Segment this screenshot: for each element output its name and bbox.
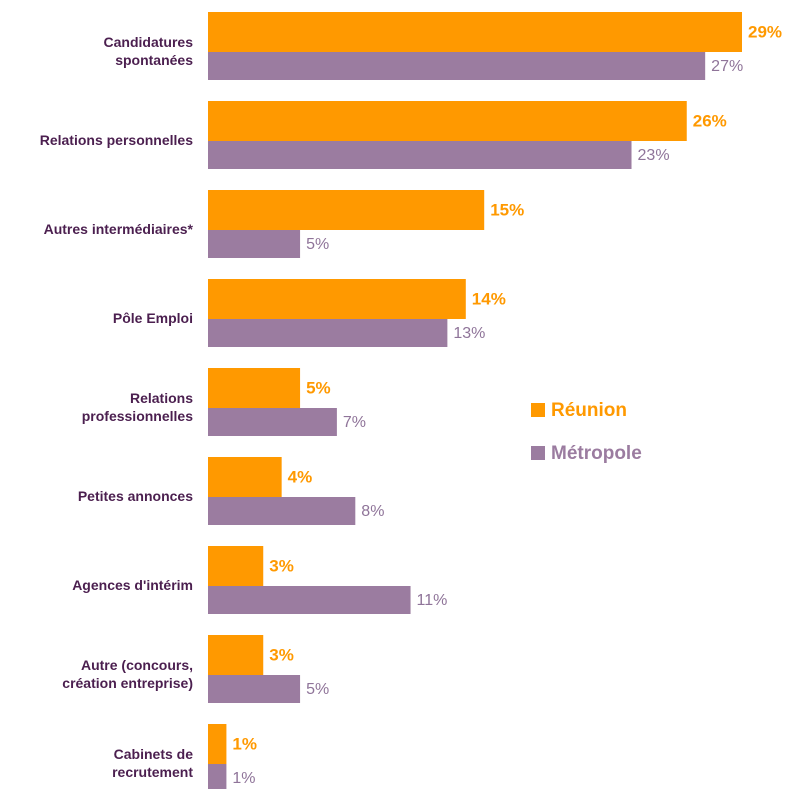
- bar: [208, 279, 466, 319]
- legend-label: Métropole: [551, 443, 642, 464]
- bar: [208, 230, 301, 258]
- value-label: 23%: [638, 147, 670, 164]
- bar: [208, 457, 282, 497]
- category-label: Cabinets de recrutement: [112, 746, 193, 780]
- legend-label: Réunion: [551, 400, 627, 421]
- value-label: 11%: [417, 592, 448, 609]
- value-label: 5%: [306, 236, 329, 253]
- bar: [208, 635, 264, 675]
- bar: [208, 586, 411, 614]
- value-label: 3%: [269, 556, 294, 575]
- category-label: Pôle Emploi: [113, 310, 193, 326]
- value-label: 26%: [693, 111, 727, 130]
- bar: [208, 408, 337, 436]
- bar: [208, 368, 301, 408]
- value-label: 27%: [711, 58, 743, 75]
- category-label: Candidatures spontanées: [104, 34, 194, 68]
- bar: [208, 141, 632, 169]
- value-label: 13%: [453, 325, 485, 342]
- category-label: Autre (concours, création entreprise): [62, 657, 193, 691]
- category-label: Relations personnelles: [40, 132, 193, 148]
- bar: [208, 546, 264, 586]
- category-label: Autres intermédiaires*: [44, 221, 194, 237]
- bar: [208, 497, 356, 525]
- value-label: 5%: [306, 378, 331, 397]
- value-label: 4%: [288, 467, 313, 486]
- value-label: 1%: [232, 734, 257, 753]
- category-label: Relations professionnelles: [82, 390, 193, 424]
- value-label: 29%: [748, 22, 782, 41]
- legend-swatch: [531, 403, 545, 417]
- value-label: 3%: [269, 645, 294, 664]
- category-label: Agences d'intérim: [72, 577, 193, 593]
- value-label: 8%: [361, 503, 384, 520]
- bar: [208, 675, 301, 703]
- value-label: 1%: [232, 770, 255, 787]
- legend-swatch: [531, 446, 545, 460]
- bar: [208, 101, 687, 141]
- bar: [208, 190, 485, 230]
- value-label: 5%: [306, 681, 329, 698]
- value-label: 7%: [343, 414, 366, 431]
- bar: [208, 12, 742, 52]
- bar: [208, 764, 227, 789]
- bar: [208, 319, 448, 347]
- value-label: 14%: [472, 289, 506, 308]
- bar: [208, 724, 227, 764]
- category-label: Petites annonces: [78, 488, 193, 504]
- bar: [208, 52, 706, 80]
- value-label: 15%: [490, 200, 524, 219]
